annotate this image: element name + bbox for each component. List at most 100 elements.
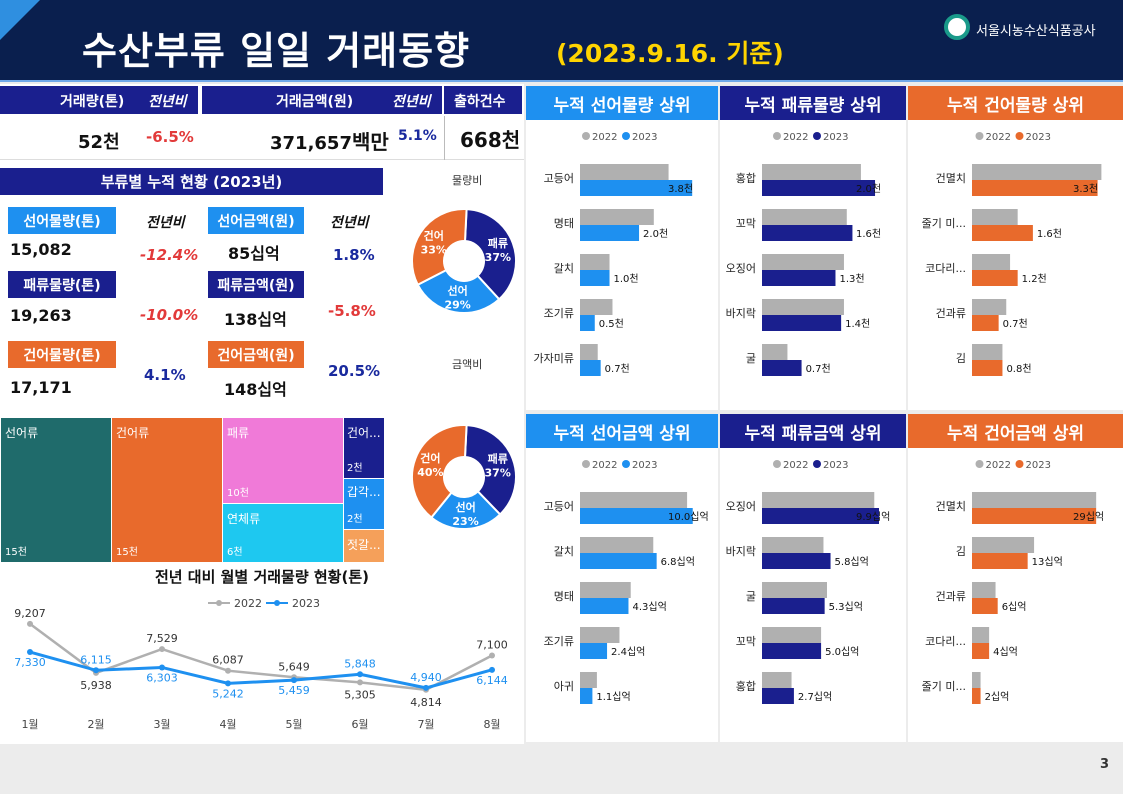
bar-2023-3-0	[580, 508, 693, 524]
summary-amt-value: 371,657백만	[270, 126, 389, 155]
page-title: 수산부류 일일 거래동향	[82, 29, 471, 73]
bar-legend-2022-dot-2	[975, 132, 984, 140]
shell-amt-unit: 십억	[257, 310, 287, 329]
org-logo-icon	[944, 14, 970, 40]
dried-vol-yoy: 4.1%	[144, 366, 186, 384]
bar-category-3-2: 명태	[554, 590, 574, 603]
summary-amt-number: 371,657	[270, 133, 352, 154]
bar-2022-4-4	[762, 672, 792, 688]
bar-2023-5-0	[972, 508, 1097, 524]
bar-category-4-1: 바지락	[726, 545, 756, 558]
bar-2023-4-1	[762, 553, 831, 569]
bar-category-5-1: 김	[956, 545, 966, 558]
bar-2022-3-0	[580, 492, 688, 508]
summary-amt-unit: 백만	[351, 130, 389, 154]
treemap-cell-2-name: 패류	[227, 426, 250, 440]
summary-vol-value: 52천	[78, 128, 120, 154]
line-legend-dot-0	[216, 600, 222, 606]
line-label-2023-7: 6,144	[476, 674, 508, 687]
bar-2023-3-2	[580, 598, 629, 614]
bar-2022-3-3	[580, 627, 620, 643]
bar-2023-4-2	[762, 598, 825, 614]
bar-2022-2-0	[972, 164, 1102, 180]
dried-vol-label: 건어물량(톤)	[8, 341, 116, 368]
bar-category-0-1: 명태	[554, 217, 574, 230]
bar-2022-5-1	[972, 537, 1035, 553]
bar-legend-2022-5: 2022	[986, 460, 1011, 471]
summary-ship-number: 668	[460, 128, 502, 152]
bar-2022-3-4	[580, 672, 597, 688]
monthly-volume-line-chart: 2022 2023 9,207 5,938 7,529 6,087 5,649 5,305 4,…	[14, 597, 508, 731]
donut-volume-slice-0	[463, 208, 517, 301]
summary-ship-value: 668천	[460, 124, 520, 153]
bar-2022-2-1	[972, 209, 1018, 225]
donut-volume-slice-name-0: 패류	[488, 236, 508, 250]
bar-legend-2022-dot-4	[773, 460, 781, 468]
org-name: 서울시농수산식품공사	[976, 24, 1096, 39]
treemap-cell-5-value: 2천	[347, 514, 363, 525]
bar-label-0-1: 2.0천	[643, 228, 668, 240]
bar-legend-2023-dot-5	[1015, 460, 1024, 468]
line-point-2023-7	[489, 666, 495, 673]
bar-card-title-0: 누적 선어물량 상위	[526, 86, 718, 120]
fresh-amt-unit: 십억	[250, 244, 280, 263]
line-label-2022-4: 5,649	[278, 660, 310, 673]
bar-category-5-0: 건멸치	[936, 500, 966, 513]
bar-2023-1-3	[762, 315, 842, 331]
fresh-vol-value: 15,082	[10, 240, 72, 259]
bar-category-4-2: 굴	[746, 590, 756, 603]
bar-category-1-3: 바지락	[726, 307, 756, 320]
line-point-2023-2	[159, 664, 165, 671]
bar-2023-0-1	[580, 225, 640, 241]
bar-category-1-1: 꼬막	[736, 217, 756, 230]
bar-2023-1-4	[762, 360, 802, 376]
bar-2022-3-1	[580, 537, 654, 553]
bar-2022-1-2	[762, 254, 844, 270]
bar-legend-2023-dot-1	[813, 132, 821, 140]
bar-legend-2023-0: 2023	[632, 132, 657, 143]
bar-category-0-4: 가자미류	[534, 352, 574, 365]
bar-2023-5-3	[972, 643, 990, 659]
cumulative-vol-yoy-label: 전년비	[146, 215, 185, 231]
bar-card-3: 누적 선어금액 상위 2022 2023 고등어 10.0십억 갈치 6.8십억 명태 4.3십…	[526, 414, 718, 742]
line-point-2023-3	[225, 680, 231, 687]
bar-label-1-2: 1.3천	[839, 273, 864, 285]
treemap-cell-5: 갑각... 2천	[344, 479, 384, 529]
donut-amount-slice-name-0: 패류	[488, 451, 508, 465]
bar-2022-2-2	[972, 254, 1011, 270]
line-x-tick-1: 2월	[87, 718, 104, 731]
bar-2022-0-2	[580, 254, 610, 270]
fresh-amt-number: 85	[228, 244, 251, 263]
donut-volume-slice-1	[416, 268, 501, 314]
bar-card-4: 누적 패류금액 상위 2022 2023 오징어 9.9십억 바지락 5.8십억 굴 5.3십억…	[720, 414, 906, 742]
bar-label-1-3: 1.4천	[845, 318, 870, 330]
donut-amount-slice-label-1: 23%	[452, 515, 478, 528]
bar-card-2: 누적 건어물량 상위 2022 2023 건멸치 3.3천 줄기 미... 1.6천 코다리.…	[908, 86, 1123, 410]
bar-category-1-4: 굴	[746, 352, 756, 365]
bar-category-3-1: 갈치	[554, 544, 574, 558]
donut-amount-slice-label-2: 40%	[417, 466, 443, 479]
fresh-amt-label: 선어금액(원)	[208, 207, 304, 234]
summary-ship-header: 출하건수	[444, 86, 522, 114]
treemap-cell-6: 젓갈...	[344, 530, 384, 562]
bar-2023-2-3	[972, 315, 999, 331]
treemap-cell-3: 연체류 6천	[223, 504, 343, 562]
shell-amt-number: 138	[224, 310, 258, 329]
treemap-cell-3-value: 6천	[227, 547, 243, 558]
treemap-cell-0-value: 15천	[5, 547, 27, 558]
shell-amt-value: 138십억	[224, 306, 287, 330]
bar-category-2-2: 코다리...	[925, 262, 966, 275]
bar-label-2-1: 1.6천	[1037, 228, 1062, 240]
treemap-cell-5-name: 갑각...	[347, 485, 381, 499]
dried-amt-value: 148십억	[224, 376, 287, 400]
summary-amt-yoy: 5.1%	[398, 128, 437, 144]
bar-label-4-3: 5.0십억	[825, 646, 859, 658]
treemap-cell-2: 패류 10천	[223, 418, 343, 503]
donut-amount-slice-name-1: 선어	[455, 500, 475, 514]
line-legend-dot-1	[274, 600, 280, 606]
bar-legend-2022-4: 2022	[783, 460, 808, 471]
bar-2022-0-4	[580, 344, 598, 360]
bar-category-0-0: 고등어	[544, 172, 574, 185]
